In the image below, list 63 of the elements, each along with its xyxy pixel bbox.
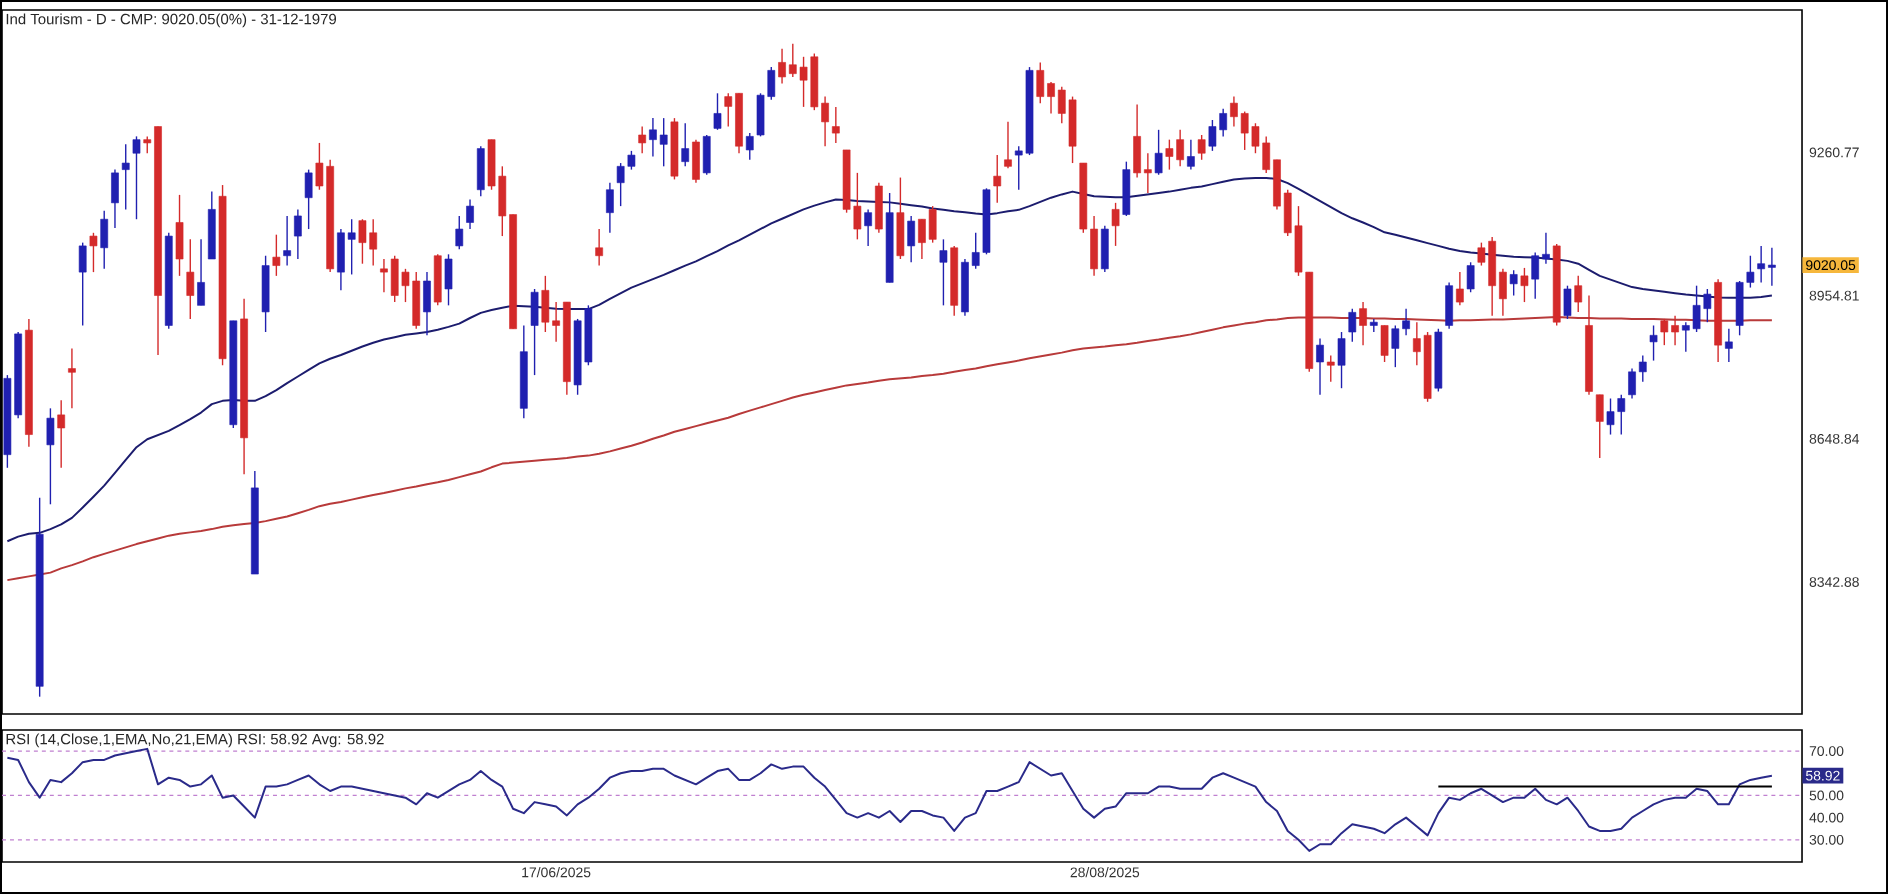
candlestick bbox=[993, 154, 1002, 204]
candlestick bbox=[638, 125, 647, 154]
candlestick bbox=[745, 132, 754, 161]
candlestick bbox=[530, 288, 539, 376]
candlestick bbox=[1154, 129, 1163, 176]
candlestick bbox=[100, 210, 109, 270]
candlestick bbox=[261, 255, 270, 333]
candlestick bbox=[1122, 160, 1131, 217]
candlestick bbox=[1187, 138, 1195, 171]
candlestick bbox=[1595, 394, 1604, 459]
candlestick bbox=[1348, 307, 1357, 343]
candlestick bbox=[939, 238, 948, 307]
candlestick bbox=[78, 241, 87, 327]
candlestick bbox=[1197, 134, 1206, 161]
candlestick bbox=[831, 106, 840, 144]
candlestick bbox=[1509, 269, 1518, 297]
candlestick bbox=[423, 271, 431, 337]
candlestick bbox=[444, 253, 453, 307]
candlestick bbox=[702, 134, 711, 176]
candlestick bbox=[1574, 275, 1583, 313]
candlestick bbox=[455, 215, 464, 250]
candlestick bbox=[121, 143, 130, 211]
candlestick bbox=[1337, 331, 1346, 389]
candlestick bbox=[1520, 267, 1529, 303]
candlestick bbox=[1563, 285, 1572, 320]
candlestick bbox=[89, 232, 98, 273]
candlestick bbox=[681, 122, 690, 168]
candlestick bbox=[875, 182, 883, 234]
candlestick bbox=[1466, 261, 1475, 293]
candlestick bbox=[1380, 324, 1389, 363]
candlestick bbox=[466, 198, 474, 230]
candlestick bbox=[111, 168, 119, 229]
candlestick bbox=[1456, 271, 1464, 307]
candlestick bbox=[1111, 202, 1120, 247]
candlestick bbox=[46, 407, 55, 505]
candlestick bbox=[304, 168, 313, 230]
candlestick bbox=[907, 215, 915, 263]
candlestick bbox=[476, 145, 485, 197]
candlestick bbox=[197, 238, 205, 307]
candlestick bbox=[433, 253, 442, 307]
candlestick bbox=[713, 92, 722, 131]
candlestick bbox=[132, 135, 141, 220]
candlestick bbox=[864, 208, 872, 247]
candlestick bbox=[175, 194, 184, 277]
candlestick bbox=[606, 182, 614, 234]
candlestick bbox=[595, 228, 603, 267]
candlestick bbox=[1100, 225, 1109, 273]
candlestick bbox=[1649, 324, 1658, 362]
candlestick bbox=[57, 399, 66, 469]
candlestick bbox=[1369, 318, 1378, 333]
candlestick bbox=[692, 138, 700, 184]
candlestick bbox=[896, 176, 905, 260]
candlestick bbox=[1445, 281, 1453, 330]
candlestick bbox=[272, 233, 281, 277]
candlestick bbox=[68, 347, 76, 410]
candlestick bbox=[294, 208, 302, 260]
candlestick bbox=[1004, 121, 1012, 169]
candlestick bbox=[1326, 354, 1335, 383]
candlestick bbox=[283, 215, 291, 267]
candlestick bbox=[1359, 301, 1367, 346]
candlestick bbox=[1316, 337, 1324, 396]
candlestick bbox=[186, 238, 195, 320]
candlestick bbox=[1725, 328, 1733, 363]
